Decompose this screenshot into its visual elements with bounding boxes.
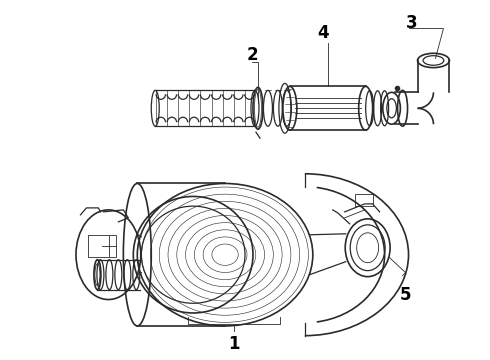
Text: 4: 4 — [317, 23, 329, 41]
Bar — [89, 235, 116, 257]
Text: 2: 2 — [246, 46, 258, 64]
Bar — [355, 194, 372, 206]
Text: 5: 5 — [400, 285, 411, 303]
Text: 1: 1 — [228, 336, 240, 354]
Text: 3: 3 — [406, 14, 417, 32]
